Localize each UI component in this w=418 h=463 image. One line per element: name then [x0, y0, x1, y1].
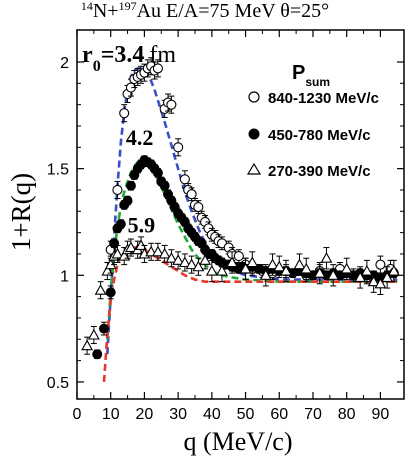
data-points: [81, 57, 400, 360]
series-1: [105, 57, 396, 285]
data-point-open-circle: [375, 259, 386, 270]
legend-title-sub: sum: [305, 75, 330, 89]
annotation-r0-4-2: 4.2: [126, 125, 153, 150]
data-point-open-triangle: [216, 264, 228, 276]
x-tick-label: 90: [372, 406, 390, 423]
x-tick-label: 60: [270, 406, 288, 423]
x-tick-label: 20: [136, 406, 154, 423]
data-point-open-triangle: [340, 262, 353, 274]
data-point-open-triangle: [259, 269, 272, 280]
data-point-open-triangle: [199, 254, 212, 265]
data-point-open-triangle: [158, 247, 171, 259]
annotation-r0-5-9: 5.9: [128, 213, 156, 238]
plot-frame: [76, 29, 405, 400]
data-point-open-circle: [179, 174, 190, 185]
legend: Psum 840-1230 MeV/c 450-780 MeV/c 270-39…: [246, 62, 379, 180]
data-point-open-triangle: [111, 247, 124, 259]
data-point-filled-circle: [125, 180, 136, 191]
data-point-open-circle: [233, 251, 244, 262]
data-point-open-triangle: [367, 275, 380, 287]
data-point-open-triangle: [125, 241, 137, 253]
legend-entry-3: 270-390 MeV/c: [268, 163, 371, 180]
data-point-filled-circle: [122, 195, 133, 206]
data-point-open-triangle: [81, 339, 94, 351]
legend-open-triangle-marker: [246, 162, 262, 175]
series-2: [92, 155, 399, 360]
legend-entry-2: 450-780 MeV/c: [268, 127, 371, 144]
data-point-filled-circle: [115, 219, 126, 230]
annotation-r0-symbol: r: [82, 42, 93, 68]
data-point-filled-circle: [159, 180, 170, 191]
data-point-open-triangle: [178, 256, 191, 268]
title-au-symbol: Au E/A=75 MeV θ=25°: [137, 0, 330, 22]
series-3: [81, 236, 400, 355]
annotation-r0-value: =3.4: [101, 42, 145, 68]
chart-title: 14N+197Au E/A=75 MeV θ=25°: [81, 0, 329, 22]
data-point-open-triangle: [226, 256, 239, 268]
data-point-filled-circle: [152, 167, 163, 178]
x-tick-label: 10: [102, 406, 120, 423]
data-point-open-circle: [186, 189, 197, 200]
data-point-filled-circle: [105, 287, 116, 298]
data-point-open-triangle: [387, 264, 400, 276]
data-point-open-circle: [193, 201, 204, 213]
y-tick-label: 2: [60, 55, 69, 72]
data-point-open-triangle: [239, 262, 252, 274]
data-point-open-triangle: [266, 258, 279, 270]
y-axis-label: 1+R(q): [6, 173, 36, 251]
data-point-open-triangle: [87, 328, 100, 340]
data-point-open-triangle: [94, 284, 107, 295]
annotation-r0-unit: fm: [149, 42, 176, 68]
legend-entry-1: 840-1230 MeV/c: [268, 90, 379, 107]
x-tick-label: 80: [338, 406, 356, 423]
x-tick-label: 30: [169, 406, 187, 423]
legend-title: Psum: [292, 62, 330, 89]
data-point-open-triangle: [185, 258, 198, 270]
data-point-open-triangle: [273, 260, 286, 272]
data-point-open-triangle: [320, 252, 333, 263]
x-tick-label: 70: [304, 406, 322, 423]
data-point-filled-circle: [98, 323, 109, 334]
data-point-open-circle: [166, 99, 177, 110]
legend-filled-circle-marker: [248, 128, 260, 140]
y-tick-label: 1.5: [47, 162, 69, 179]
data-point-filled-circle: [92, 349, 103, 360]
data-point-open-triangle: [313, 267, 326, 278]
data-point-open-circle: [112, 184, 123, 196]
data-point-open-triangle: [205, 264, 218, 276]
data-point-open-triangle: [300, 262, 313, 274]
x-tick-label: 40: [203, 406, 221, 423]
data-point-open-triangle: [381, 271, 394, 282]
data-point-open-triangle: [172, 254, 185, 265]
data-point-open-triangle: [165, 252, 178, 263]
data-point-open-circle: [152, 63, 163, 74]
data-point-open-triangle: [246, 256, 259, 268]
x-tick-label: 0: [73, 406, 82, 423]
data-point-open-triangle: [360, 264, 373, 276]
legend-title-main: P: [292, 62, 305, 84]
y-tick-label: 0.5: [47, 375, 69, 392]
data-point-open-triangle: [280, 264, 292, 276]
data-point-open-triangle: [374, 277, 387, 289]
title-au-mass: 197: [119, 0, 137, 13]
data-point-open-triangle: [327, 269, 340, 280]
data-point-open-triangle: [293, 258, 306, 270]
data-point-open-triangle: [151, 245, 164, 257]
x-axis-label: q (MeV/c): [183, 427, 292, 456]
annotation-r0-subscript: 0: [93, 57, 101, 74]
annotation-r0: r0=3.4 fm: [82, 42, 176, 74]
axis-ticks: 0 10 20 30 40 50 60 70 80 90 0.5 1 1.5 2: [47, 30, 404, 423]
data-point-open-triangle: [354, 271, 367, 282]
title-n-mass: 14: [81, 0, 93, 13]
data-point-open-circle: [119, 108, 130, 119]
y-tick-label: 1: [60, 268, 69, 285]
title-n-symbol: N+: [93, 0, 119, 22]
legend-open-circle-marker: [248, 91, 260, 103]
x-tick-label: 50: [237, 406, 255, 423]
data-point-open-triangle: [192, 260, 205, 272]
data-point-open-circle: [173, 142, 184, 153]
curve-1: [106, 67, 398, 355]
